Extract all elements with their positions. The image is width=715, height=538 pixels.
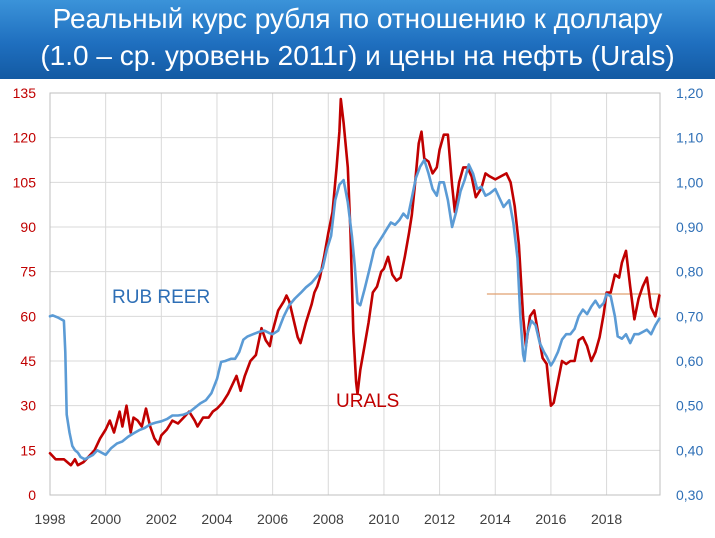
y-right-tick-label: 1,20 <box>676 85 703 101</box>
y-right-tick-label: 0,60 <box>676 353 703 369</box>
series-line-rub-reer <box>48 158 661 461</box>
chart-title-line-1: Реальный курс рубля по отношению к долла… <box>52 3 663 34</box>
y-right-tick-label: 0,90 <box>676 219 703 235</box>
x-tick-label: 2018 <box>591 511 622 527</box>
series-layer <box>48 97 661 467</box>
y-right-tick-label: 1,00 <box>676 174 703 190</box>
y-left-tick-label: 30 <box>20 398 36 414</box>
x-tick-label: 2008 <box>313 511 344 527</box>
x-tick-label: 2010 <box>368 511 399 527</box>
annotation-urals: URALS <box>336 391 399 412</box>
x-tick-label: 2000 <box>90 511 121 527</box>
y-right-tick-label: 0,50 <box>676 398 703 414</box>
y-right-tick-label: 0,40 <box>676 442 703 458</box>
x-tick-label: 2004 <box>201 511 232 527</box>
y-left-tick-label: 135 <box>13 85 37 101</box>
x-tick-label: 2002 <box>146 511 177 527</box>
x-tick-label: 2012 <box>424 511 455 527</box>
y-left-tick-label: 105 <box>13 174 37 190</box>
y-right-tick-label: 1,10 <box>676 130 703 146</box>
y-right-tick-label: 0,30 <box>676 487 703 503</box>
axis-layer: 0 15 30 45 60 75 90 105 120 135 0,30 0,40 0,50 0,60 0,… <box>13 85 704 527</box>
y-left-tick-label: 0 <box>28 487 36 503</box>
y-right-tick-label: 0,80 <box>676 264 703 280</box>
y-left-tick-label: 75 <box>20 264 36 280</box>
x-tick-label: 1998 <box>34 511 65 527</box>
annotation-layer: RUB REER URALS <box>112 287 399 412</box>
y-left-tick-label: 45 <box>20 353 36 369</box>
x-tick-label: 2006 <box>257 511 288 527</box>
title-band: Реальный курс рубля по отношению к долла… <box>0 0 715 79</box>
y-left-tick-label: 120 <box>13 130 37 146</box>
y-left-tick-label: 15 <box>20 442 36 458</box>
x-tick-label: 2016 <box>535 511 566 527</box>
chart-title-line-2: (1.0 – ср. уровень 2011г) и цены на нефт… <box>40 40 675 71</box>
series-line-urals <box>48 97 661 467</box>
y-left-tick-label: 60 <box>20 308 36 324</box>
x-tick-label: 2014 <box>480 511 511 527</box>
annotation-rub-reer: RUB REER <box>112 287 210 308</box>
y-right-tick-label: 0,70 <box>676 308 703 324</box>
y-left-tick-label: 90 <box>20 219 36 235</box>
